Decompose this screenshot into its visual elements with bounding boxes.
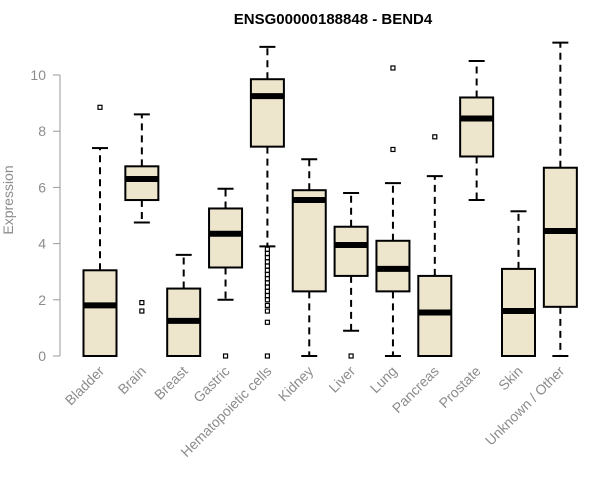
outlier-point [264, 280, 270, 286]
y-tick-label: 8 [38, 123, 46, 139]
outlier-point [264, 308, 270, 314]
x-tick-label: Brain [115, 363, 149, 397]
outlier-point [264, 255, 270, 261]
box-iqr [417, 274, 453, 358]
y-tick-label: 0 [38, 348, 46, 364]
box-iqr [249, 78, 285, 148]
outlier-point [264, 250, 270, 257]
box-iqr [542, 166, 578, 308]
y-tick-label: 6 [38, 179, 46, 195]
outlier-point [264, 259, 270, 265]
outlier-point [139, 300, 145, 306]
outlier-point [390, 146, 396, 153]
outlier-point [264, 302, 270, 309]
box-prostate [459, 59, 495, 202]
box-lung [375, 65, 411, 357]
y-axis-label: Expression [0, 165, 16, 234]
outlier-point [222, 353, 229, 359]
box-iqr [124, 165, 160, 202]
box-iqr [291, 189, 327, 293]
box-breast [166, 253, 202, 357]
outlier-point [264, 263, 270, 269]
outlier-point [264, 267, 270, 273]
box-bladder [82, 104, 118, 358]
y-axis: 0 2 4 6 8 10 [30, 67, 61, 364]
y-tick-label: 10 [30, 67, 46, 83]
outlier-point [264, 276, 270, 282]
outlier-point [390, 65, 396, 71]
outlier-point [264, 297, 270, 303]
box-iqr [459, 96, 495, 158]
chart-title: ENSG00000188848 - BEND4 [234, 11, 433, 28]
outlier-point [97, 104, 103, 110]
outlier-point [264, 246, 270, 252]
outlier-point [264, 353, 270, 359]
outlier-point [264, 292, 270, 299]
outlier-point [348, 353, 354, 359]
box-pancreas [417, 134, 453, 358]
outlier-point [264, 284, 270, 290]
outlier-point [264, 288, 270, 294]
box-iqr [82, 269, 118, 358]
x-tick-label: Pancreas [389, 363, 442, 416]
outlier-point [264, 319, 270, 325]
x-tick-label: Prostate [436, 363, 484, 411]
outlier-point [432, 134, 438, 140]
x-tick-label: Liver [325, 363, 358, 396]
x-tick-label: Skin [495, 363, 526, 394]
box-brain [124, 113, 160, 314]
boxes-group [82, 41, 578, 359]
box-gastric [208, 187, 244, 359]
box-iqr [208, 207, 244, 269]
box-unknown-other [542, 41, 578, 357]
box-hematopoietic-cells [249, 45, 285, 359]
x-tick-label: Breast [151, 363, 191, 403]
y-tick-label: 4 [38, 236, 46, 252]
y-tick-label: 2 [38, 292, 46, 308]
x-tick-label: Kidney [275, 363, 317, 405]
outlier-point [264, 271, 270, 278]
x-tick-label: Lung [367, 363, 400, 396]
box-kidney [291, 158, 327, 357]
box-skin [501, 210, 536, 358]
box-iqr [333, 225, 369, 277]
x-tick-label: Bladder [62, 363, 108, 409]
box-liver [333, 192, 369, 359]
x-tick-label: Unknown / Other [482, 363, 568, 449]
outlier-point [139, 308, 145, 314]
